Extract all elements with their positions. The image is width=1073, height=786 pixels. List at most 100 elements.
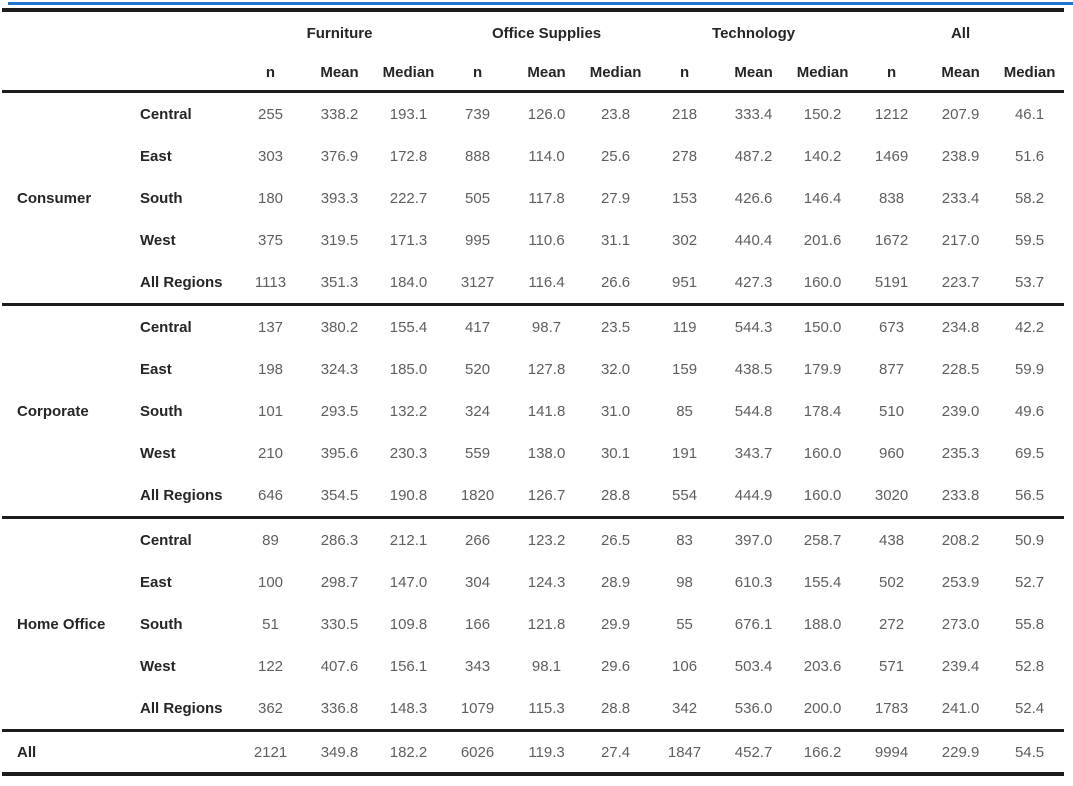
value-cell: 42.2: [1014, 318, 1045, 336]
region-label: East: [140, 360, 172, 378]
value-cell: 1672: [874, 231, 909, 249]
value-cell: 100: [257, 573, 284, 591]
value-cell: 5191: [857, 261, 927, 306]
value-cell: 116.4: [512, 261, 582, 306]
value-cell: 1820: [443, 474, 513, 519]
value-cell: 29.6: [600, 657, 631, 675]
value-cell: 50.9: [1014, 531, 1045, 549]
value-cell: 51: [262, 615, 279, 633]
value-cell: 182.2: [374, 730, 444, 776]
value-cell: 114.0: [528, 147, 565, 165]
value-cell: 191: [672, 444, 698, 462]
value-cell: 106: [672, 657, 698, 675]
value-cell: 239.4: [941, 657, 980, 675]
value-cell: 343: [465, 657, 491, 675]
value-cell: 85: [676, 402, 693, 420]
value-cell: 333.4: [734, 105, 773, 123]
value-cell: 995: [465, 231, 491, 249]
region-label: Central: [140, 318, 192, 336]
value-cell: 324.3: [320, 360, 359, 378]
value-cell: 877: [879, 360, 905, 378]
value-cell: 673: [879, 318, 905, 336]
value-cell: 109.8: [389, 615, 428, 633]
value-cell: 336.8: [305, 687, 374, 732]
value-cell: 171.3: [389, 231, 428, 249]
value-cell: 140.2: [803, 147, 842, 165]
value-cell: 302: [672, 231, 698, 249]
region-label: West: [140, 444, 176, 462]
value-cell: 1783: [857, 687, 927, 732]
value-cell: 234.8: [941, 318, 980, 336]
value-cell: 153: [672, 189, 698, 207]
value-cell: 110.6: [528, 231, 565, 249]
header-mean: Mean: [305, 54, 374, 93]
value-cell: 380.2: [320, 318, 359, 336]
region-label: All Regions: [126, 687, 236, 732]
value-cell: 178.4: [803, 402, 842, 420]
value-cell: 362: [236, 687, 305, 732]
value-cell: 375: [257, 231, 284, 249]
value-cell: 278: [672, 147, 698, 165]
value-cell: 544.8: [734, 402, 773, 420]
value-cell: 888: [465, 147, 491, 165]
value-cell: 230.3: [389, 444, 428, 462]
table-row: All Regions 646 354.5 190.8 1820 126.7 28.8 554…: [2, 474, 1065, 519]
value-cell: 101: [257, 402, 284, 420]
value-cell: 98.1: [531, 657, 562, 675]
value-cell: 188.0: [803, 615, 842, 633]
value-cell: 124.3: [527, 573, 566, 591]
table-row: Corporate Central 137 380.2 155.4 417 98.7 23.5…: [2, 304, 1064, 519]
header-n: n: [443, 54, 513, 93]
total-row-label: All: [2, 730, 236, 776]
value-cell: 253.9: [941, 573, 980, 591]
table-row: South 51 330.5 109.8 166 121.8 29.9 55 676.1 188.…: [2, 603, 1064, 645]
column-group-office-supplies: Office Supplies: [491, 24, 602, 42]
table-row: East 100 298.7 147.0 304 124.3 28.9 98 610.3 155.…: [2, 561, 1064, 603]
value-cell: 141.8: [527, 402, 566, 420]
value-cell: 201.6: [803, 231, 842, 249]
value-cell: 303: [257, 147, 284, 165]
value-cell: 258.7: [803, 531, 842, 549]
value-cell: 49.6: [1014, 402, 1045, 420]
value-cell: 115.3: [512, 687, 582, 732]
value-cell: 319.5: [320, 231, 359, 249]
table-body: Consumer Central 255 338.2 193.1 739 126.0 23.8…: [2, 91, 1065, 776]
value-cell: 229.9: [926, 730, 996, 776]
header-median: Median: [788, 54, 858, 93]
value-cell: 126.7: [512, 474, 582, 519]
value-cell: 239.0: [941, 402, 980, 420]
value-cell: 503.4: [734, 657, 773, 675]
value-cell: 960: [879, 444, 905, 462]
value-cell: 122: [257, 657, 284, 675]
value-cell: 54.5: [995, 730, 1065, 776]
value-cell: 233.4: [941, 189, 980, 207]
value-cell: 126.0: [527, 105, 566, 123]
value-cell: 26.6: [581, 261, 651, 306]
value-cell: 376.9: [320, 147, 359, 165]
value-cell: 25.6: [600, 147, 631, 165]
value-cell: 185.0: [389, 360, 428, 378]
value-cell: 440.4: [734, 231, 773, 249]
value-cell: 180: [257, 189, 284, 207]
value-cell: 559: [465, 444, 491, 462]
value-cell: 324: [465, 402, 491, 420]
header-mean: Mean: [719, 54, 789, 93]
value-cell: 241.0: [926, 687, 996, 732]
value-cell: 505: [465, 189, 491, 207]
value-cell: 23.5: [600, 318, 631, 336]
value-cell: 1212: [874, 105, 909, 123]
header-median: Median: [995, 54, 1065, 93]
value-cell: 255: [257, 105, 284, 123]
value-cell: 52.7: [1014, 573, 1045, 591]
header-mean: Mean: [926, 54, 996, 93]
value-cell: 3127: [443, 261, 513, 306]
value-cell: 51.6: [1014, 147, 1045, 165]
table-row: East 303 376.9 172.8 888 114.0 25.6 278 487.2 140…: [2, 135, 1064, 177]
value-cell: 56.5: [995, 474, 1065, 519]
table-row: West 122 407.6 156.1 343 98.1 29.6 106 503.4 203.…: [2, 645, 1064, 687]
value-cell: 9994: [857, 730, 927, 776]
value-cell: 342: [650, 687, 720, 732]
value-cell: 273.0: [941, 615, 980, 633]
value-cell: 190.8: [374, 474, 444, 519]
value-cell: 98.7: [531, 318, 562, 336]
